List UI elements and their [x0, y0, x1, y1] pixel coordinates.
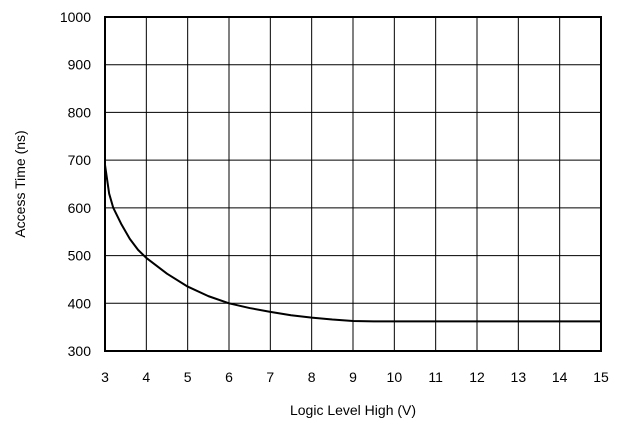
y-tick-labels: 300 400 500 600 700 800 900 1000: [60, 9, 91, 359]
y-tick-label: 500: [68, 248, 92, 264]
y-tick-label: 700: [68, 152, 92, 168]
plot-frame: [104, 16, 602, 352]
x-tick-label: 10: [387, 369, 403, 385]
x-tick-label: 4: [142, 369, 150, 385]
x-tick-label: 5: [184, 369, 192, 385]
x-tick-label: 14: [552, 369, 568, 385]
series-layer: [104, 164, 601, 323]
x-tick-labels: 3 4 5 6 7 8 9 10 11 12 13 14 15: [101, 369, 609, 385]
x-tick-label: 7: [266, 369, 274, 385]
y-tick-label: 300: [68, 343, 92, 359]
x-axis-title: Logic Level High (V): [290, 402, 416, 418]
x-tick-label: 3: [101, 369, 109, 385]
y-tick-label: 400: [68, 295, 92, 311]
access-time-curve: [104, 164, 601, 323]
x-tick-label: 11: [428, 369, 443, 385]
x-tick-label: 8: [308, 369, 316, 385]
y-tick-label: 1000: [60, 9, 91, 25]
x-tick-label: 12: [469, 369, 485, 385]
x-tick-label: 9: [349, 369, 357, 385]
x-tick-label: 13: [511, 369, 527, 385]
y-axis-title: Access Time (ns): [12, 130, 28, 237]
x-tick-label: 15: [593, 369, 609, 385]
grid: [104, 16, 602, 352]
x-tick-label: 6: [225, 369, 233, 385]
y-tick-label: 900: [68, 57, 92, 73]
y-tick-label: 600: [68, 200, 92, 216]
y-tick-label: 800: [68, 104, 92, 120]
